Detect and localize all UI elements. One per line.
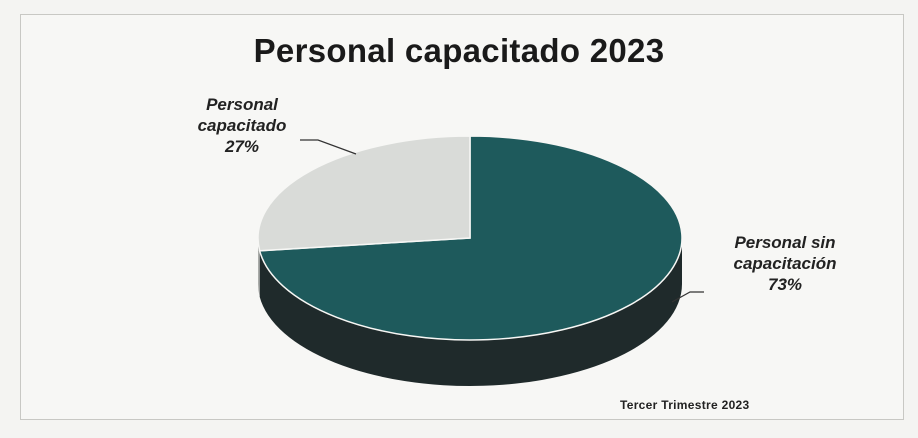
slice-label-trained-line2: capacitado: [197, 116, 287, 135]
leader-line-trained: [300, 139, 357, 155]
slice-label-untrained-line1: Personal sin: [734, 233, 836, 252]
slice-label-trained: Personal capacitado 27%: [182, 94, 302, 157]
leader-line-untrained: [671, 291, 704, 303]
pie-side-1-0: [258, 238, 260, 297]
pie-slice-1: [257, 135, 471, 252]
chart-title: Personal capacitado 2023: [253, 32, 665, 69]
slice-value-trained: 27%: [224, 137, 260, 156]
slice-label-trained-line1: Personal: [206, 95, 278, 114]
slice-label-untrained-line2: capacitación: [733, 254, 837, 273]
pie-slice-0: [258, 135, 683, 341]
chart-footer: Tercer Trimestre 2023: [620, 398, 750, 412]
slice-label-untrained: Personal sin capacitación 73%: [700, 232, 870, 295]
pie-side-0-0: [259, 238, 682, 387]
slice-value-untrained: 73%: [767, 275, 803, 294]
